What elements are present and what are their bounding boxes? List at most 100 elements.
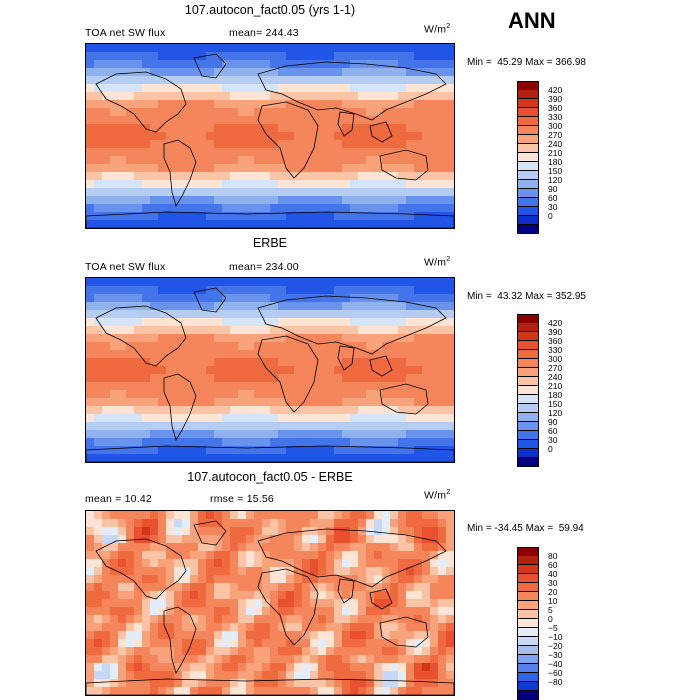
panel-1-mean-label: mean= 244.43: [229, 27, 299, 39]
colorbar-tick-label: 330: [548, 345, 563, 355]
coastline: [369, 355, 393, 377]
coastline: [379, 616, 429, 648]
colorbar-tick-label: 120: [548, 175, 563, 185]
coastline: [86, 678, 454, 695]
coastline: [257, 528, 447, 588]
coastline: [369, 121, 393, 143]
colorbar-swatch: [517, 144, 539, 153]
colorbar-tick-label: 10: [548, 596, 558, 606]
coastline: [337, 111, 355, 137]
colorbar-tick-label: 330: [548, 112, 563, 122]
colorbar-tick-label: −30: [548, 650, 563, 660]
colorbar-tick-label: 210: [548, 381, 563, 391]
coastline: [369, 588, 393, 610]
colorbar-swatch: [517, 610, 539, 619]
colorbar-tick-label: −80: [548, 677, 563, 687]
panel-1-map: [85, 43, 455, 229]
coastline: [257, 568, 319, 646]
panel-3-rmse-label: rmse = 15.56: [210, 493, 274, 505]
colorbar-swatch: [517, 413, 539, 422]
colorbar-tick-label: −20: [548, 641, 563, 651]
colorbar-tick-label: 0: [548, 614, 553, 624]
coastline: [163, 373, 197, 441]
colorbar-swatch: [517, 682, 539, 691]
colorbar-tick-label: 300: [548, 121, 563, 131]
colorbar-swatch: [517, 637, 539, 646]
colorbar-tick-label: 80: [548, 551, 558, 561]
colorbar-swatch: [517, 619, 539, 628]
colorbar-tick-label: 270: [548, 363, 563, 373]
coastline: [193, 53, 227, 79]
colorbar-swatch: [517, 377, 539, 386]
panel-2-minmax: Min = 43.32 Max = 352.95: [467, 291, 586, 302]
colorbar-tick-label: 210: [548, 148, 563, 158]
colorbar-swatch: [517, 135, 539, 144]
colorbar-swatch: [517, 404, 539, 413]
panel-3-units: W/m2: [424, 489, 451, 502]
colorbar-tick-label: −5: [548, 623, 558, 633]
coastline: [337, 578, 355, 604]
colorbar-tick-label: 360: [548, 103, 563, 113]
colorbar-tick-label: 90: [548, 184, 558, 194]
colorbar-tick-label: 360: [548, 336, 563, 346]
colorbar-swatch: [517, 628, 539, 637]
colorbar-swatch: [517, 440, 539, 449]
colorbar-swatch: [517, 332, 539, 341]
season-label: ANN: [508, 8, 556, 33]
colorbar-swatch: [517, 386, 539, 395]
colorbar-swatch: [517, 601, 539, 610]
colorbar-swatch: [517, 126, 539, 135]
colorbar-swatch: [517, 565, 539, 574]
colorbar-tick-label: 270: [548, 130, 563, 140]
colorbar-swatch: [517, 162, 539, 171]
colorbar-tick-label: −40: [548, 659, 563, 669]
colorbar-swatch: [517, 198, 539, 207]
panel-2-title: ERBE: [252, 236, 288, 250]
colorbar-swatch: [517, 99, 539, 108]
colorbar-tick-label: 240: [548, 139, 563, 149]
panel-2-mean-label: mean= 234.00: [229, 261, 299, 273]
coastline: [86, 211, 454, 228]
colorbar-tick-label: 420: [548, 85, 563, 95]
colorbar-swatch: [517, 180, 539, 189]
colorbar-swatch: [517, 207, 539, 216]
panel-3-title: 107.autocon_fact0.05 - ERBE: [187, 470, 353, 484]
colorbar-tick-label: 30: [548, 435, 558, 445]
colorbar-tick-label: 150: [548, 399, 563, 409]
colorbar-tick-label: 90: [548, 417, 558, 427]
panel-2-variable-label: TOA net SW flux: [85, 261, 166, 273]
colorbar-swatch: [517, 592, 539, 601]
coastline: [379, 149, 429, 181]
colorbar-tick-label: 180: [548, 390, 563, 400]
panel-2-units: W/m2: [424, 256, 451, 269]
colorbar-tick-label: 150: [548, 166, 563, 176]
colorbar-tick-label: 240: [548, 372, 563, 382]
coastline: [257, 295, 447, 355]
coastline: [86, 445, 454, 462]
panel-1-minmax: Min = 45.29 Max = 366.98: [467, 57, 586, 68]
colorbar-swatch: [517, 574, 539, 583]
panel-3-minmax: Min = -34.45 Max = 59.94: [467, 523, 584, 534]
panel-3-map: [85, 510, 455, 696]
colorbar-swatch: [517, 458, 539, 467]
colorbar-tick-label: 60: [548, 193, 558, 203]
colorbar-tick-label: 420: [548, 318, 563, 328]
colorbar-swatch: [517, 655, 539, 664]
colorbar-swatch: [517, 664, 539, 673]
colorbar-swatch: [517, 422, 539, 431]
coastline: [95, 71, 187, 133]
colorbar-swatch: [517, 431, 539, 440]
panel-3-mean-label: mean = 10.42: [85, 493, 152, 505]
colorbar-swatch: [517, 225, 539, 234]
colorbar-swatch: [517, 673, 539, 682]
colorbar-tick-label: 30: [548, 202, 558, 212]
colorbar-swatch: [517, 350, 539, 359]
coastline: [163, 139, 197, 207]
panel-2-map: [85, 277, 455, 463]
coastline: [257, 61, 447, 121]
colorbar-tick-label: 300: [548, 354, 563, 364]
colorbar-swatch: [517, 556, 539, 565]
colorbar-tick-label: 20: [548, 587, 558, 597]
coastline: [95, 538, 187, 600]
colorbar-tick-label: 180: [548, 157, 563, 167]
